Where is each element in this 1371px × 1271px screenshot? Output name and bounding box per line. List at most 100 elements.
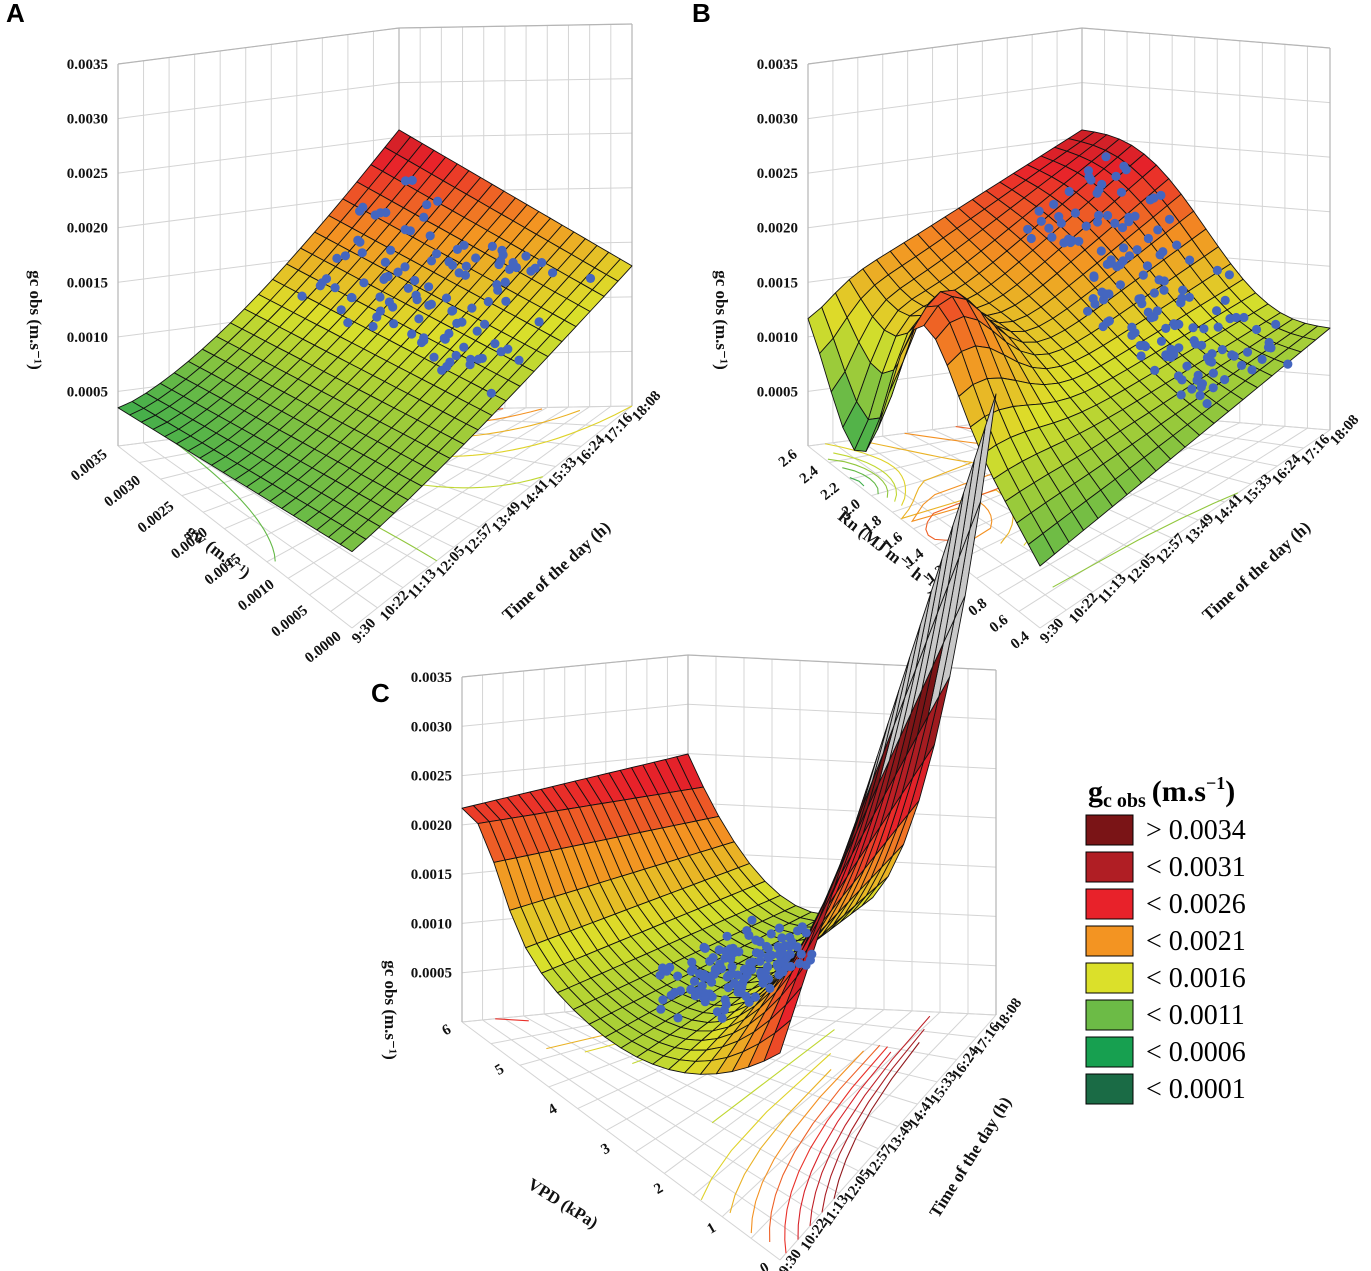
observed-point — [480, 319, 490, 329]
observed-point — [1212, 306, 1222, 316]
observed-point — [1089, 272, 1099, 282]
observed-point — [1097, 179, 1107, 189]
legend-item-label: < 0.0006 — [1146, 1037, 1246, 1068]
observed-point — [368, 321, 378, 332]
observed-point — [1247, 365, 1257, 375]
contour-line — [833, 452, 898, 502]
observed-point — [386, 245, 396, 255]
surface-cell — [339, 531, 367, 553]
observed-point — [710, 964, 720, 974]
observed-point — [1044, 223, 1054, 233]
observed-point — [742, 970, 752, 980]
observed-point — [1174, 319, 1184, 329]
observed-point — [1189, 336, 1199, 346]
observed-point — [1101, 289, 1111, 299]
observed-point — [429, 352, 439, 362]
observed-point — [1143, 233, 1153, 244]
floor-grid-line — [168, 439, 404, 589]
x-tick-label: 0.0000 — [302, 629, 344, 667]
z-tick-label: 0.0010 — [67, 330, 108, 346]
observed-point — [1101, 152, 1111, 162]
observed-point — [1083, 306, 1093, 316]
observed-point — [1138, 270, 1148, 280]
observed-point — [687, 957, 697, 967]
grid-line — [807, 82, 1083, 120]
observed-point — [1239, 312, 1249, 323]
observed-points — [1023, 152, 1293, 409]
z-tick-label: 0.0020 — [757, 221, 798, 237]
observed-point — [765, 983, 775, 994]
observed-point — [496, 347, 506, 357]
observed-point — [736, 988, 746, 998]
observed-point — [504, 264, 515, 274]
observed-point — [665, 962, 675, 973]
observed-point — [1207, 349, 1217, 359]
observed-point — [686, 984, 696, 995]
observed-point — [721, 946, 731, 956]
surface-cell — [763, 1019, 792, 1062]
observed-point — [358, 202, 368, 212]
y-tick-label: 18:08 — [992, 995, 1025, 1033]
floor-grid-line — [330, 405, 612, 612]
observed-point — [1153, 225, 1163, 235]
observed-point — [1130, 211, 1140, 221]
z-tick-label: 0.0010 — [411, 916, 452, 932]
observed-point — [1115, 280, 1125, 290]
grid-line — [687, 703, 997, 720]
observed-point — [424, 282, 434, 292]
observed-point — [712, 1007, 723, 1017]
x-tick-label: 2.2 — [818, 480, 843, 504]
observed-point — [465, 360, 475, 370]
observed-point — [537, 258, 547, 268]
observed-point — [722, 931, 732, 941]
observed-point — [425, 231, 435, 241]
observed-point — [747, 915, 757, 925]
observed-point — [1188, 323, 1198, 333]
observed-point — [688, 964, 698, 974]
observed-point — [340, 251, 350, 261]
observed-point — [720, 953, 730, 963]
observed-point — [705, 956, 715, 966]
x-tick-label: 0.0005 — [269, 603, 311, 641]
observed-point — [717, 1013, 727, 1024]
floor-grid-line — [779, 1014, 997, 1261]
observed-point — [353, 235, 363, 245]
floor-grid-line — [882, 435, 1120, 575]
z-tick-label: 0.0035 — [67, 57, 108, 73]
grid-line — [398, 78, 633, 84]
z-axis-label: gc obs (m.s⁻¹) — [381, 960, 400, 1060]
floor-grid-line — [351, 405, 633, 629]
contour-line — [769, 1044, 881, 1243]
contour-line — [797, 1051, 892, 1240]
legend-title-sub: c obs — [1103, 790, 1146, 812]
z-tick-label: 0.0005 — [67, 384, 108, 400]
legend-swatch — [1085, 888, 1134, 920]
floor-grid-line — [832, 442, 1067, 611]
x-tick-label: 0 — [758, 1260, 772, 1271]
contour-line — [495, 1018, 529, 1022]
floor-grid-line — [807, 445, 1041, 629]
observed-point — [673, 1013, 683, 1023]
y-tick-label: 9:30 — [1037, 616, 1067, 647]
observed-point — [774, 950, 784, 960]
observed-point — [473, 354, 484, 364]
contour-line — [729, 1069, 832, 1214]
observed-point — [689, 976, 700, 987]
x-tick-label: 5 — [493, 1061, 507, 1079]
observed-point — [534, 317, 544, 327]
legend: gc obs (m.s−1) > 0.0034 < 0.0031 < 0.0026 < … — [1085, 773, 1246, 1105]
contour-line — [711, 1029, 835, 1124]
x-tick-label: 0.8 — [966, 595, 991, 619]
observed-point — [1117, 223, 1128, 233]
observed-point — [1049, 199, 1059, 209]
observed-point — [729, 978, 740, 989]
observed-point — [724, 970, 734, 981]
observed-point — [501, 296, 511, 306]
y-axis-label: Time of the day (h) — [498, 518, 614, 625]
observed-point — [1212, 265, 1222, 275]
floor-grid-line — [997, 425, 1286, 596]
observed-point — [384, 297, 394, 307]
observed-point — [670, 987, 680, 998]
observed-point — [760, 972, 771, 982]
z-tick-label: 0.0010 — [757, 330, 798, 346]
